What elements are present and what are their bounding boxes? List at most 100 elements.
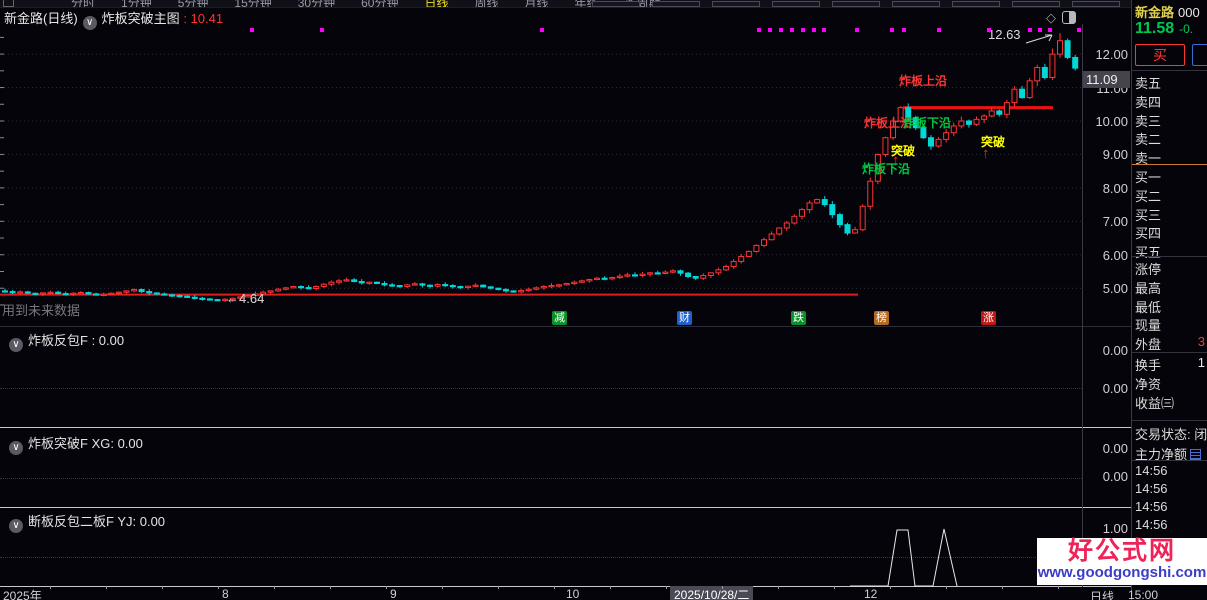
toolbar-button[interactable] bbox=[652, 1, 700, 7]
panel-axis-label: 0.00 bbox=[1102, 469, 1128, 484]
panel-divider[interactable] bbox=[0, 507, 1131, 508]
candle-up bbox=[723, 265, 730, 271]
candle-up bbox=[434, 284, 441, 287]
event-marker[interactable]: 榜 bbox=[874, 311, 889, 325]
sell-level-5[interactable]: 卖五 bbox=[1135, 76, 1162, 91]
toolbar-button[interactable] bbox=[592, 1, 640, 7]
signal-dot bbox=[1028, 28, 1032, 32]
bottom-last-time: 15:00 bbox=[1128, 588, 1159, 600]
sell-level-2[interactable]: 卖二 bbox=[1135, 132, 1162, 148]
period-tab-周线[interactable]: 周线 bbox=[474, 0, 499, 8]
period-tab-5分钟[interactable]: 5分钟 bbox=[177, 0, 209, 8]
chevron-down-icon[interactable]: ∨ bbox=[82, 16, 97, 30]
candle-up bbox=[275, 288, 282, 292]
toolbar-button[interactable] bbox=[952, 1, 1000, 7]
panel-header-zhaban-fanbao[interactable]: ∨ 炸板反包F : 0.00 bbox=[4, 330, 124, 352]
period-tab-月线[interactable]: 月线 bbox=[524, 0, 549, 8]
chevron-down-icon[interactable]: ∨ bbox=[9, 519, 23, 533]
main-net-label[interactable]: 主力净额 bbox=[1135, 444, 1207, 463]
stat-3: 现量 bbox=[1135, 318, 1162, 334]
watermark-box[interactable]: 好公式网 www.goodgongshi.com bbox=[1037, 538, 1207, 585]
sidebar-divider bbox=[1132, 256, 1207, 257]
candle-up bbox=[1011, 88, 1018, 104]
candle-down bbox=[927, 137, 934, 147]
event-marker[interactable]: 跌 bbox=[791, 311, 806, 325]
time-axis[interactable]: 2025年 8 9 10 2025/10/28/二 12 bbox=[0, 586, 1131, 600]
signal-dot bbox=[779, 28, 783, 32]
toolbar-button[interactable] bbox=[772, 1, 820, 7]
candle-up bbox=[973, 118, 980, 125]
chevron-down-icon[interactable]: ∨ bbox=[9, 338, 23, 352]
period-tab-日线[interactable]: 日线 bbox=[424, 0, 449, 8]
candle-down bbox=[55, 291, 62, 295]
candle-down bbox=[829, 204, 836, 216]
stat2-0-value: 1 bbox=[1197, 355, 1205, 370]
grid-menu-icon[interactable] bbox=[3, 0, 14, 7]
sidebar-stock-name: 新金路 bbox=[1135, 5, 1175, 20]
candle-down bbox=[905, 107, 912, 119]
candle-down bbox=[692, 276, 699, 279]
candle-down bbox=[146, 291, 153, 294]
candle-down bbox=[495, 287, 502, 291]
sell-button-clipped[interactable] bbox=[1192, 44, 1207, 66]
main-net-doc-icon[interactable] bbox=[1190, 449, 1202, 460]
candle-down bbox=[184, 295, 191, 298]
panel-zero-line bbox=[0, 557, 1082, 558]
candle-down bbox=[85, 292, 92, 295]
signal-dot bbox=[1048, 28, 1052, 32]
period-tab-多周期[interactable]: 多周期 bbox=[624, 0, 661, 8]
sidebar-divider[interactable] bbox=[1131, 0, 1132, 600]
toolbar-button[interactable] bbox=[832, 1, 880, 7]
indicator-name[interactable]: 炸板突破主图 bbox=[101, 11, 180, 26]
panel-divider[interactable] bbox=[0, 427, 1131, 428]
panel-name: 炸板反包F bbox=[28, 333, 88, 348]
selected-date-label[interactable]: 2025/10/28/二 bbox=[670, 586, 754, 600]
event-marker[interactable]: 涨 bbox=[981, 311, 996, 325]
panel-header-duanban-fanbao[interactable]: ∨ 断板反包二板F YJ: 0.00 bbox=[4, 511, 165, 533]
candle-down bbox=[920, 127, 927, 139]
toolbar-button[interactable] bbox=[1072, 1, 1120, 7]
candle-up bbox=[17, 291, 24, 294]
layout-split-icon[interactable] bbox=[1062, 11, 1076, 24]
watermark-url[interactable]: www.goodgongshi.com bbox=[1037, 564, 1207, 581]
sell-level-3[interactable]: 卖三 bbox=[1135, 113, 1162, 129]
candle-up bbox=[776, 227, 783, 235]
period-tab-15分钟[interactable]: 15分钟 bbox=[234, 0, 272, 8]
buy-level-2[interactable]: 买二 bbox=[1135, 188, 1162, 204]
panel-axis-label: 0.00 bbox=[1102, 441, 1128, 456]
toolbar-button[interactable] bbox=[712, 1, 760, 7]
x-axis-tick bbox=[274, 586, 275, 589]
event-marker[interactable]: 减 bbox=[552, 311, 567, 325]
period-tab-分时[interactable]: 分时 bbox=[71, 0, 96, 8]
sell-level-4[interactable]: 卖四 bbox=[1135, 94, 1162, 110]
candle-down bbox=[153, 292, 160, 295]
sell-level-1[interactable]: 卖一 bbox=[1135, 151, 1162, 167]
candle-down bbox=[836, 214, 843, 226]
buy-level-1[interactable]: 买一 bbox=[1135, 170, 1162, 185]
toolbar-button[interactable] bbox=[1012, 1, 1060, 7]
candle-up bbox=[700, 275, 707, 279]
candle-up bbox=[563, 283, 570, 286]
period-tab-1分钟[interactable]: 1分钟 bbox=[121, 0, 152, 8]
candle-up bbox=[578, 280, 585, 283]
candle-up bbox=[669, 270, 676, 273]
panel-header-zhaban-tupo[interactable]: ∨ 炸板突破F XG: 0.00 bbox=[4, 433, 143, 455]
event-marker[interactable]: 财 bbox=[677, 311, 692, 325]
candle-up bbox=[244, 295, 251, 298]
chevron-down-icon[interactable]: ∨ bbox=[9, 441, 23, 455]
diamond-marker-icon[interactable]: ◇ bbox=[1046, 10, 1056, 25]
period-tab-30分钟[interactable]: 30分钟 bbox=[297, 0, 336, 8]
period-tab-60分钟[interactable]: 60分钟 bbox=[361, 0, 399, 8]
buy-level-3[interactable]: 买三 bbox=[1135, 207, 1162, 223]
toolbar-button[interactable] bbox=[892, 1, 940, 7]
stat-2: 最低 bbox=[1135, 299, 1162, 315]
period-tab-年线[interactable]: 年线 bbox=[574, 0, 599, 8]
buy-level-4[interactable]: 买四 bbox=[1135, 226, 1162, 242]
bottom-period-label[interactable]: 日线 bbox=[1090, 590, 1115, 600]
buy-button[interactable]: 买 bbox=[1135, 44, 1185, 66]
current-price-badge: 11.09 bbox=[1083, 71, 1130, 88]
x-axis-tick bbox=[498, 586, 499, 589]
candle-up bbox=[616, 275, 623, 279]
candlestick-chart[interactable] bbox=[0, 24, 1082, 326]
candle-up bbox=[852, 229, 859, 234]
